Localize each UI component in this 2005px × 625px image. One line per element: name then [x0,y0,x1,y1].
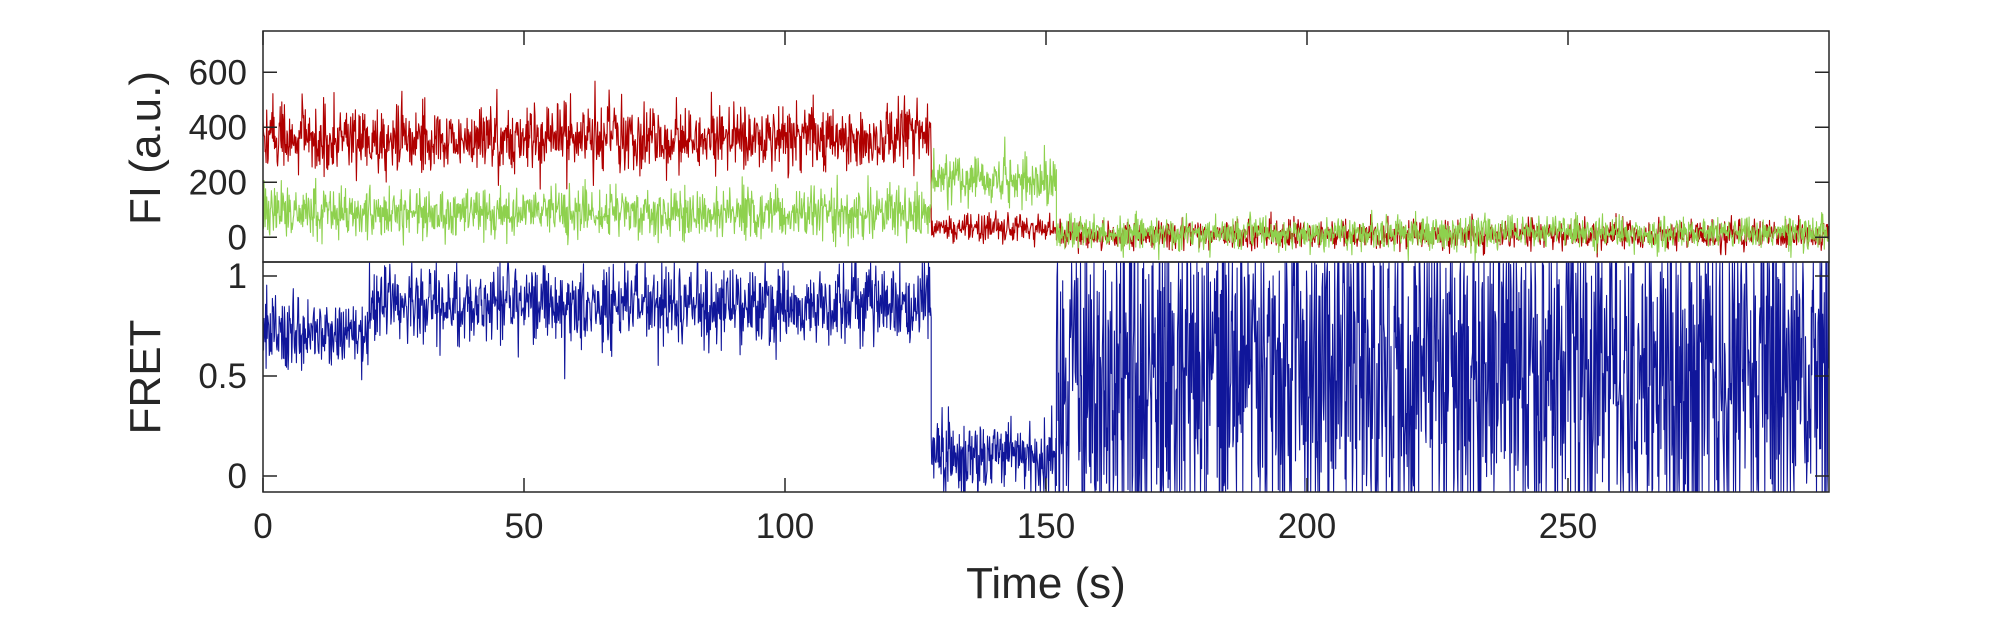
fret-x-ticks: 0 50 100 150 200 250 [253,31,1597,546]
fret-panel: 00.51 0 50 100 150 200 250 FRET Time (s) [121,31,1830,608]
y-tick-label: 200 [189,163,247,202]
x-axis-title: Time (s) [966,559,1126,608]
series-line-donor [262,136,1830,262]
y-tick-label: 0 [228,218,247,257]
fret-y-axis-title: FRET [121,320,170,435]
y-tick-label: 400 [189,108,247,147]
y-tick-label: 0 [228,457,247,496]
x-tick-label: 50 [505,507,544,546]
y-tick-label: 0.5 [198,357,247,396]
x-tick-label: 250 [1539,507,1597,546]
x-tick-label: 200 [1278,507,1336,546]
x-tick-label: 0 [253,507,272,546]
x-tick-label: 100 [756,507,814,546]
fluorescence-y-axis-title: FI (a.u.) [121,71,170,225]
fluorescence-y-ticks: 0 200 400 600 [189,53,1829,257]
series-line-acceptor [262,80,1830,258]
fluorescence-panel: 0 200 400 600 FI (a.u.) [121,30,1830,263]
y-tick-label: 600 [189,53,247,92]
fret-y-ticks: 00.51 [198,257,1829,496]
fluorescence-traces [262,80,1830,262]
x-tick-label: 150 [1017,507,1075,546]
y-tick-label: 1 [228,257,247,296]
